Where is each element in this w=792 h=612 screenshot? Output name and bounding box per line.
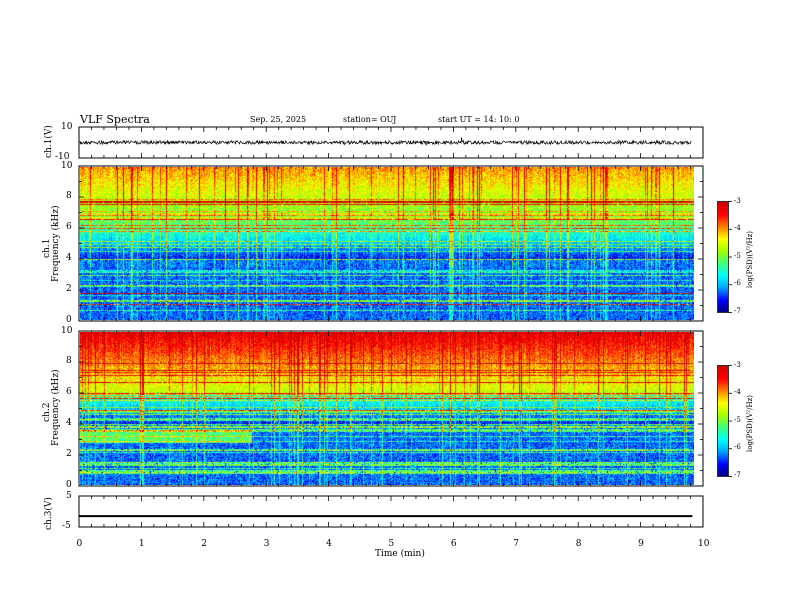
x-tick-label-10: 10: [698, 539, 710, 549]
x-tick-label-0: 0: [76, 539, 83, 549]
x-tick-label-9: 9: [638, 539, 644, 549]
x-tick-label-6: 6: [450, 539, 457, 549]
ch1-colorbar-label: log(PSD)(V²/Hz): [746, 231, 754, 288]
station-label: station= OUJ: [343, 115, 397, 124]
ch2-spec-ytick-0: 0: [66, 480, 72, 490]
ch3-ylabel: ch.3(V): [44, 497, 54, 530]
date-label: Sep. 25, 2025: [250, 115, 307, 124]
ch2-spec-ytick-2: 2: [66, 449, 72, 459]
ch2-cb-tick-m7: -7: [734, 471, 741, 479]
ch1-colorbar-frame: [717, 201, 729, 313]
ch2-spec-ytick-4: 4: [66, 418, 72, 428]
ch3-ytick-top: 5: [66, 491, 72, 501]
x-tick-label-4: 4: [326, 539, 332, 549]
ch1-waveform-line: [79, 137, 692, 147]
x-tick-label-8: 8: [575, 539, 582, 549]
ch1-spec-ytick-4: 4: [66, 253, 72, 263]
ch1-cb-tick-m5: -5: [734, 252, 741, 260]
ch1-ytick-top: 10: [61, 122, 73, 132]
ch1-spec-ytick-10: 10: [61, 161, 73, 171]
ch2-spec-ytick-8: 8: [66, 356, 72, 366]
start-time-label: start UT = 14: 10: 0: [438, 115, 520, 124]
ch1-spec-frame: [78, 165, 704, 322]
ch1-ytick-bottom: -10: [55, 152, 70, 162]
ch2-colorbar-frame: [717, 365, 729, 477]
ch2-cb-tick-m6: -6: [734, 443, 741, 451]
ch1-spec-ylabel: Frequency (kHz): [51, 205, 61, 282]
ch2-colorbar: [718, 366, 728, 476]
ch3-ytick-bottom: -5: [62, 521, 71, 531]
x-axis-label: Time (min): [375, 549, 425, 559]
chart-title: VLF Spectra: [80, 113, 150, 126]
ch1-cb-tick-m4: -4: [734, 224, 741, 232]
x-tick-label-7: 7: [513, 539, 520, 549]
ch2-spec-ylabel: Frequency (kHz): [51, 369, 61, 446]
ch2-spec-ytick-10: 10: [61, 326, 73, 336]
ch1-spec-ytick-0: 0: [66, 315, 72, 325]
ch2-spectrogram: [80, 332, 694, 485]
ch1-spec-ytick-6: 6: [66, 222, 72, 232]
x-tick-label-5: 5: [388, 539, 395, 549]
ch1-spec-ytick-8: 8: [66, 191, 72, 201]
ch1-ylabel: ch.1(V): [44, 125, 54, 158]
x-tick-label-1: 1: [138, 539, 145, 549]
ch2-cb-tick-m5: -5: [734, 416, 741, 424]
ch1-spec-ytick-2: 2: [66, 284, 72, 294]
ch2-spec-frame: [78, 330, 704, 487]
ch2-cb-tick-m3: -3: [734, 361, 741, 369]
ch1-cb-tick-m3: -3: [734, 197, 741, 205]
ch1-colorbar: [718, 202, 728, 312]
ch1-cb-tick-m6: -6: [734, 279, 741, 287]
ch1-spectrogram: [80, 167, 694, 320]
ch2-spec-ytick-6: 6: [66, 387, 72, 397]
ch2-cb-tick-m4: -4: [734, 388, 741, 396]
x-tick-label-2: 2: [201, 539, 208, 549]
x-tick-label-3: 3: [263, 539, 270, 549]
ch2-colorbar-label: log(PSD)(V²/Hz): [746, 395, 754, 452]
ch1-cb-tick-m7: -7: [734, 307, 741, 315]
